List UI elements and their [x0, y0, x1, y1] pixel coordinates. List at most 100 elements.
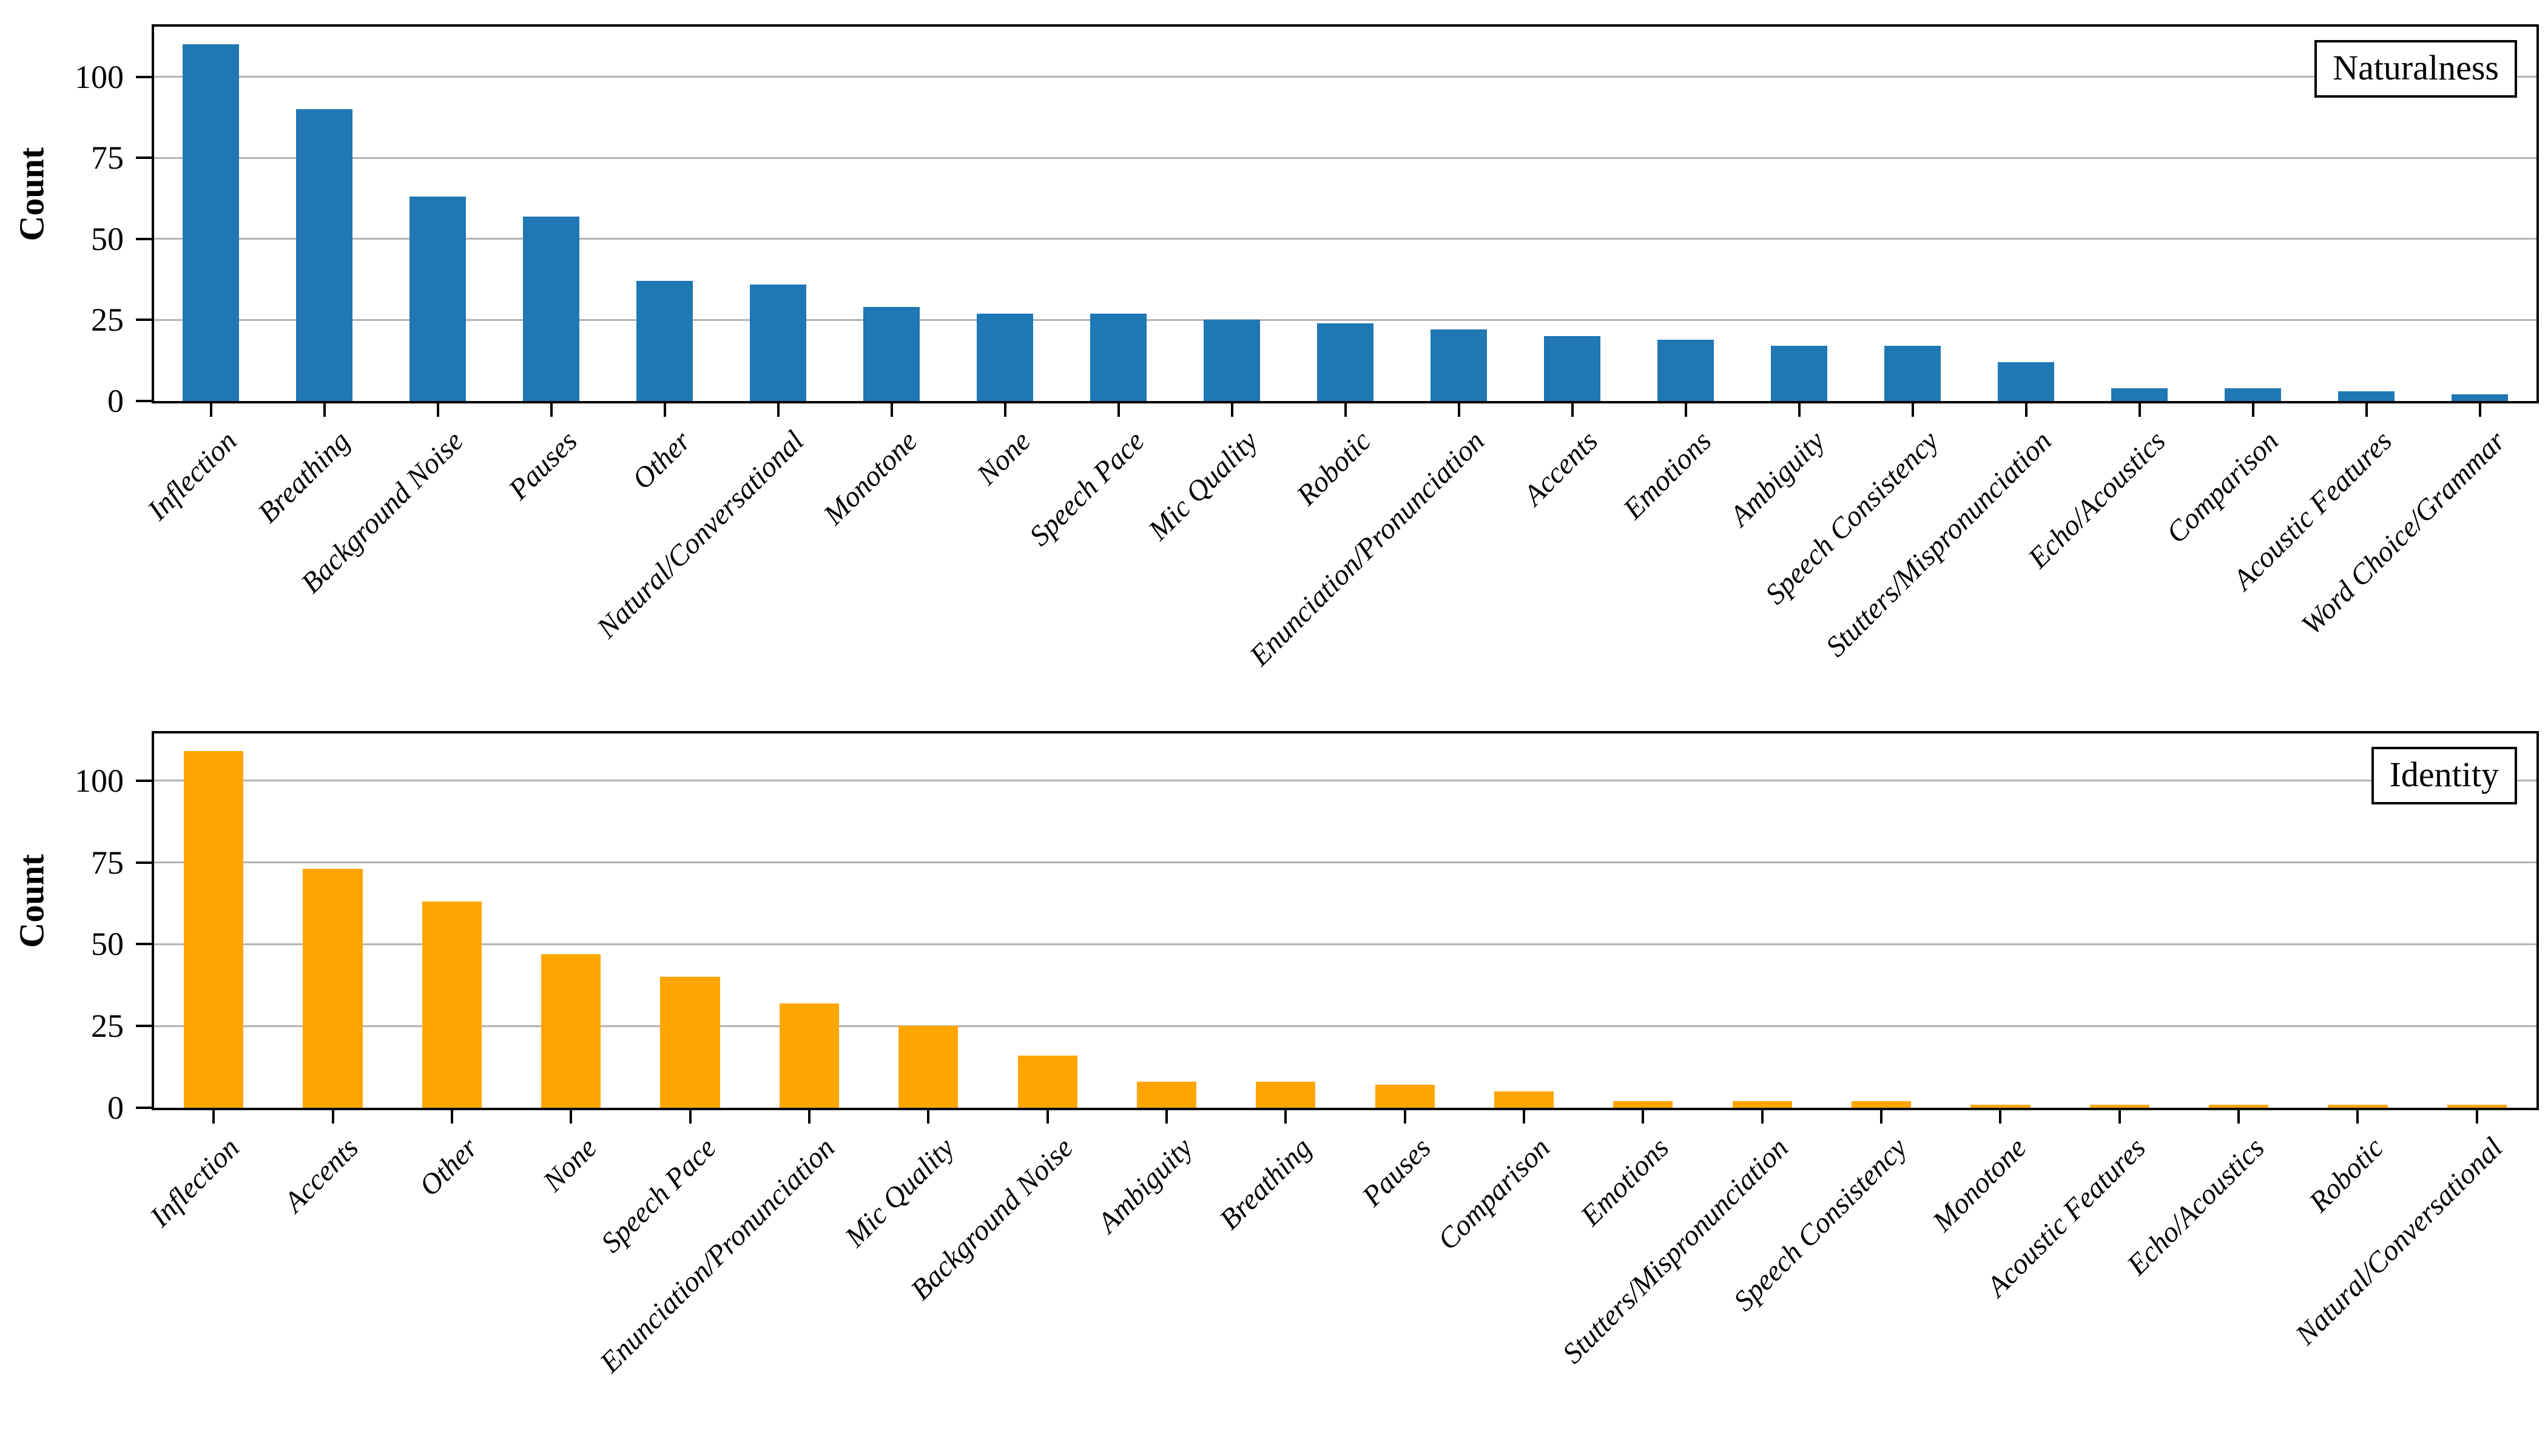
bar-inflection [184, 751, 244, 1108]
x-tick-robotic [2356, 1108, 2359, 1124]
x-tick-other [450, 1108, 453, 1124]
x-label-text-speech-pace: Speech Pace [1023, 425, 1151, 553]
x-tick-speech-pace [689, 1108, 692, 1124]
x-label-text-accents: Accents [278, 1131, 365, 1219]
bar-comparison [2224, 388, 2282, 401]
bar-none [976, 313, 1034, 401]
x-tick-echo-acoustics [2237, 1108, 2240, 1124]
y-tick-label-0: 0 [107, 1090, 124, 1126]
bar-other [636, 281, 693, 401]
x-label-text-natural-conversational: Natural/Conversational [590, 425, 811, 645]
x-tick-accents [1571, 401, 1574, 417]
gridline-100 [154, 780, 2536, 782]
x-label-text-pauses: Pauses [502, 425, 584, 506]
x-tick-monotone [890, 401, 893, 417]
bar-breathing [295, 109, 353, 401]
x-label-text-robotic: Robotic [2303, 1131, 2390, 1219]
x-tick-accents [331, 1108, 334, 1124]
bar-background-noise [409, 197, 467, 401]
x-label-text-none: None [536, 1131, 603, 1198]
x-label-text-other: Other [413, 1131, 484, 1202]
x-label-text-enunciation-pronunciation: Enunciation/Pronunciation [594, 1131, 841, 1379]
y-tick-75 [136, 861, 152, 864]
naturalness-plot-area: Naturalness 0 25 50 75 100 Inflection Breathin… [75, 24, 2539, 672]
x-label-text-pauses: Pauses [1355, 1131, 1437, 1213]
gridline-75 [154, 157, 2536, 159]
x-tick-mic-quality [1230, 401, 1233, 417]
x-tick-none [1003, 401, 1006, 417]
bar-speech-pace [660, 977, 720, 1108]
identity-panel: Count Identity 0 25 50 75 100 Inflection Accen… [0, 707, 2548, 1456]
bar-mic-quality [898, 1026, 959, 1108]
x-tick-pauses [550, 401, 553, 417]
y-tick-0 [136, 1107, 152, 1109]
x-label-text-breathing: Breathing [1213, 1131, 1318, 1236]
x-label-text-inflection: Inflection [141, 425, 243, 527]
bar-speech-consistency [1851, 1101, 1912, 1108]
x-tick-inflection [212, 1108, 215, 1124]
naturalness-title-box: Naturalness [2314, 40, 2517, 98]
bar-other [422, 902, 482, 1108]
bar-acoustic-features [2337, 391, 2395, 401]
bar-speech-pace [1090, 313, 1147, 401]
x-tick-stutters-mispronunciation [1761, 1108, 1764, 1124]
y-tick-100 [136, 75, 152, 78]
x-tick-natural-conversational [2475, 1108, 2478, 1124]
bar-natural-conversational [2447, 1104, 2507, 1108]
y-tick-50 [136, 237, 152, 240]
x-label-text-stutters-mispronunciation: Stutters/Mispronunciation [1819, 425, 2058, 663]
x-label-text-none: None [971, 425, 1037, 491]
bar-robotic [2328, 1104, 2388, 1108]
gridline-100 [154, 76, 2536, 78]
x-label-text-natural-conversational: Natural/Conversational [2289, 1131, 2509, 1352]
gridline-25 [154, 318, 2536, 321]
x-tick-speech-consistency [1880, 1108, 1883, 1124]
x-tick-mic-quality [927, 1108, 930, 1124]
x-tick-background-noise [436, 401, 439, 417]
x-label-text-enunciation-pronunciation: Enunciation/Pronunciation [1243, 425, 1491, 672]
x-label-text-other: Other [625, 425, 697, 496]
x-label-text-speech-pace: Speech Pace [595, 1131, 723, 1259]
x-tick-ambiguity [1165, 1108, 1168, 1124]
x-label-text-monotone: Monotone [817, 425, 924, 531]
x-label-text-ambiguity: Ambiguity [1724, 425, 1832, 533]
x-tick-emotions [1684, 401, 1687, 417]
y-tick-100 [136, 779, 152, 782]
x-tick-enunciation-pronunciation [1457, 401, 1460, 417]
y-tick-75 [136, 157, 152, 160]
x-tick-robotic [1344, 401, 1347, 417]
y-tick-label-25: 25 [91, 302, 124, 339]
gridline-50 [154, 238, 2536, 240]
y-tick-50 [136, 943, 152, 946]
x-label-text-comparison: Comparison [1431, 1131, 1556, 1256]
naturalness-panel: Count Naturalness 0 25 50 75 100 Inflection Br… [12, 24, 2539, 672]
bar-comparison [1494, 1091, 1554, 1108]
x-tick-enunciation-pronunciation [807, 1108, 811, 1124]
y-tick-label-50: 50 [91, 926, 124, 963]
bar-inflection [182, 44, 240, 401]
bar-accents [1543, 336, 1601, 401]
bar-monotone [1970, 1104, 2031, 1108]
bar-echo-acoustics [2111, 388, 2168, 401]
x-label-text-emotions: Emotions [1617, 425, 1718, 525]
x-label-text-mic-quality: Mic Quality [1142, 425, 1264, 547]
gridline-75 [154, 861, 2536, 864]
x-tick-acoustic-features [2118, 1108, 2121, 1124]
bar-emotions [1613, 1101, 1673, 1108]
y-tick-label-100: 100 [75, 762, 124, 799]
x-label-text-emotions: Emotions [1574, 1131, 1676, 1232]
x-tick-comparison [1523, 1108, 1526, 1124]
x-tick-comparison [2251, 401, 2254, 417]
x-tick-echo-acoustics [2138, 401, 2141, 417]
identity-plot-area: Identity 0 25 50 75 100 Inflection Accents Othe… [75, 731, 2539, 1379]
x-tick-emotions [1642, 1108, 1645, 1124]
y-tick-label-50: 50 [91, 220, 124, 257]
bar-pauses [522, 216, 580, 401]
x-tick-acoustic-features [2365, 401, 2368, 417]
x-label-text-robotic: Robotic [1290, 425, 1378, 512]
bar-stutters-mispronunciation [1732, 1101, 1792, 1108]
x-tick-monotone [1999, 1108, 2002, 1124]
x-tick-pauses [1403, 1108, 1406, 1124]
bar-background-noise [1017, 1055, 1077, 1108]
